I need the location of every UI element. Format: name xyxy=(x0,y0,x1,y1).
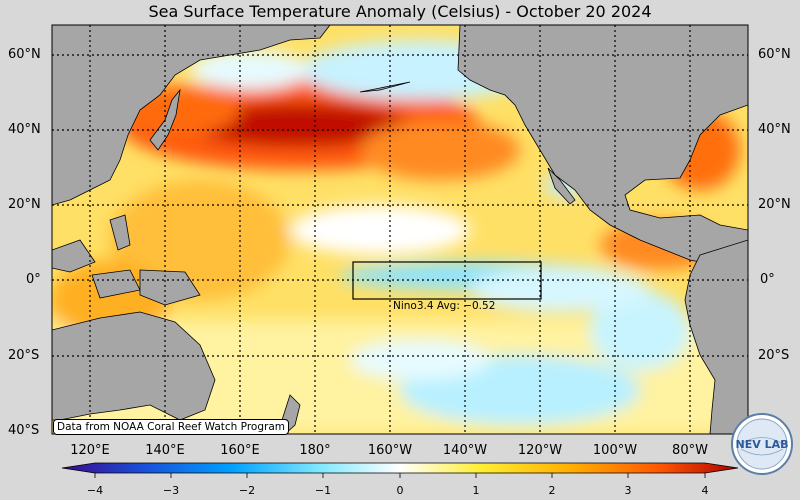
colorbar-label: 0 xyxy=(396,484,404,497)
lon-label: 80°W xyxy=(672,443,708,458)
colorbar-label: 2 xyxy=(548,484,556,497)
lon-label: 100°W xyxy=(592,443,638,458)
nino34-box xyxy=(352,261,542,300)
lon-label: 140°E xyxy=(145,443,185,458)
colorbar-label: −4 xyxy=(86,484,104,497)
lon-label: 120°W xyxy=(517,443,563,458)
lat-label-left: 0° xyxy=(26,272,41,287)
colorbar-ticks xyxy=(94,473,706,478)
colorbar-label: 3 xyxy=(624,484,632,497)
lon-label: 160°W xyxy=(367,443,413,458)
colorbar-label: −2 xyxy=(238,484,256,497)
lon-label: 180° xyxy=(299,443,331,458)
land-masses xyxy=(52,25,748,434)
lat-label-right: 60°N xyxy=(758,47,791,62)
credit-label: Data from NOAA Coral Reef Watch Program xyxy=(53,419,289,435)
colorbar-label: 4 xyxy=(701,484,709,497)
lon-label: 120°E xyxy=(70,443,110,458)
anomaly-field xyxy=(52,25,748,434)
lat-label-right: 40°N xyxy=(758,122,791,137)
lat-label-right: 0° xyxy=(760,272,775,287)
logo-text: NEV LAB xyxy=(736,438,789,451)
lat-label-right: 20°N xyxy=(758,197,791,212)
map-title: Sea Surface Temperature Anomaly (Celsius… xyxy=(148,2,652,21)
lat-label-left: 60°N xyxy=(8,47,41,62)
colorbar-label: −1 xyxy=(314,484,332,497)
lon-label: 160°E xyxy=(220,443,260,458)
graticule xyxy=(52,25,748,434)
lat-label-left: 20°N xyxy=(8,197,41,212)
lat-label-left: 40°N xyxy=(8,122,41,137)
colorbar xyxy=(61,462,739,474)
nino34-label: Nino3.4 Avg: −0.52 xyxy=(393,300,496,312)
lat-label-left: 20°S xyxy=(8,348,40,363)
colorbar-label: −3 xyxy=(162,484,180,497)
lat-label-left: 40°S xyxy=(8,423,40,438)
colorbar-label: 1 xyxy=(472,484,480,497)
lon-label: 140°W xyxy=(442,443,488,458)
lat-label-right: 20°S xyxy=(758,348,790,363)
nevlab-logo: NEV LAB xyxy=(731,413,793,475)
